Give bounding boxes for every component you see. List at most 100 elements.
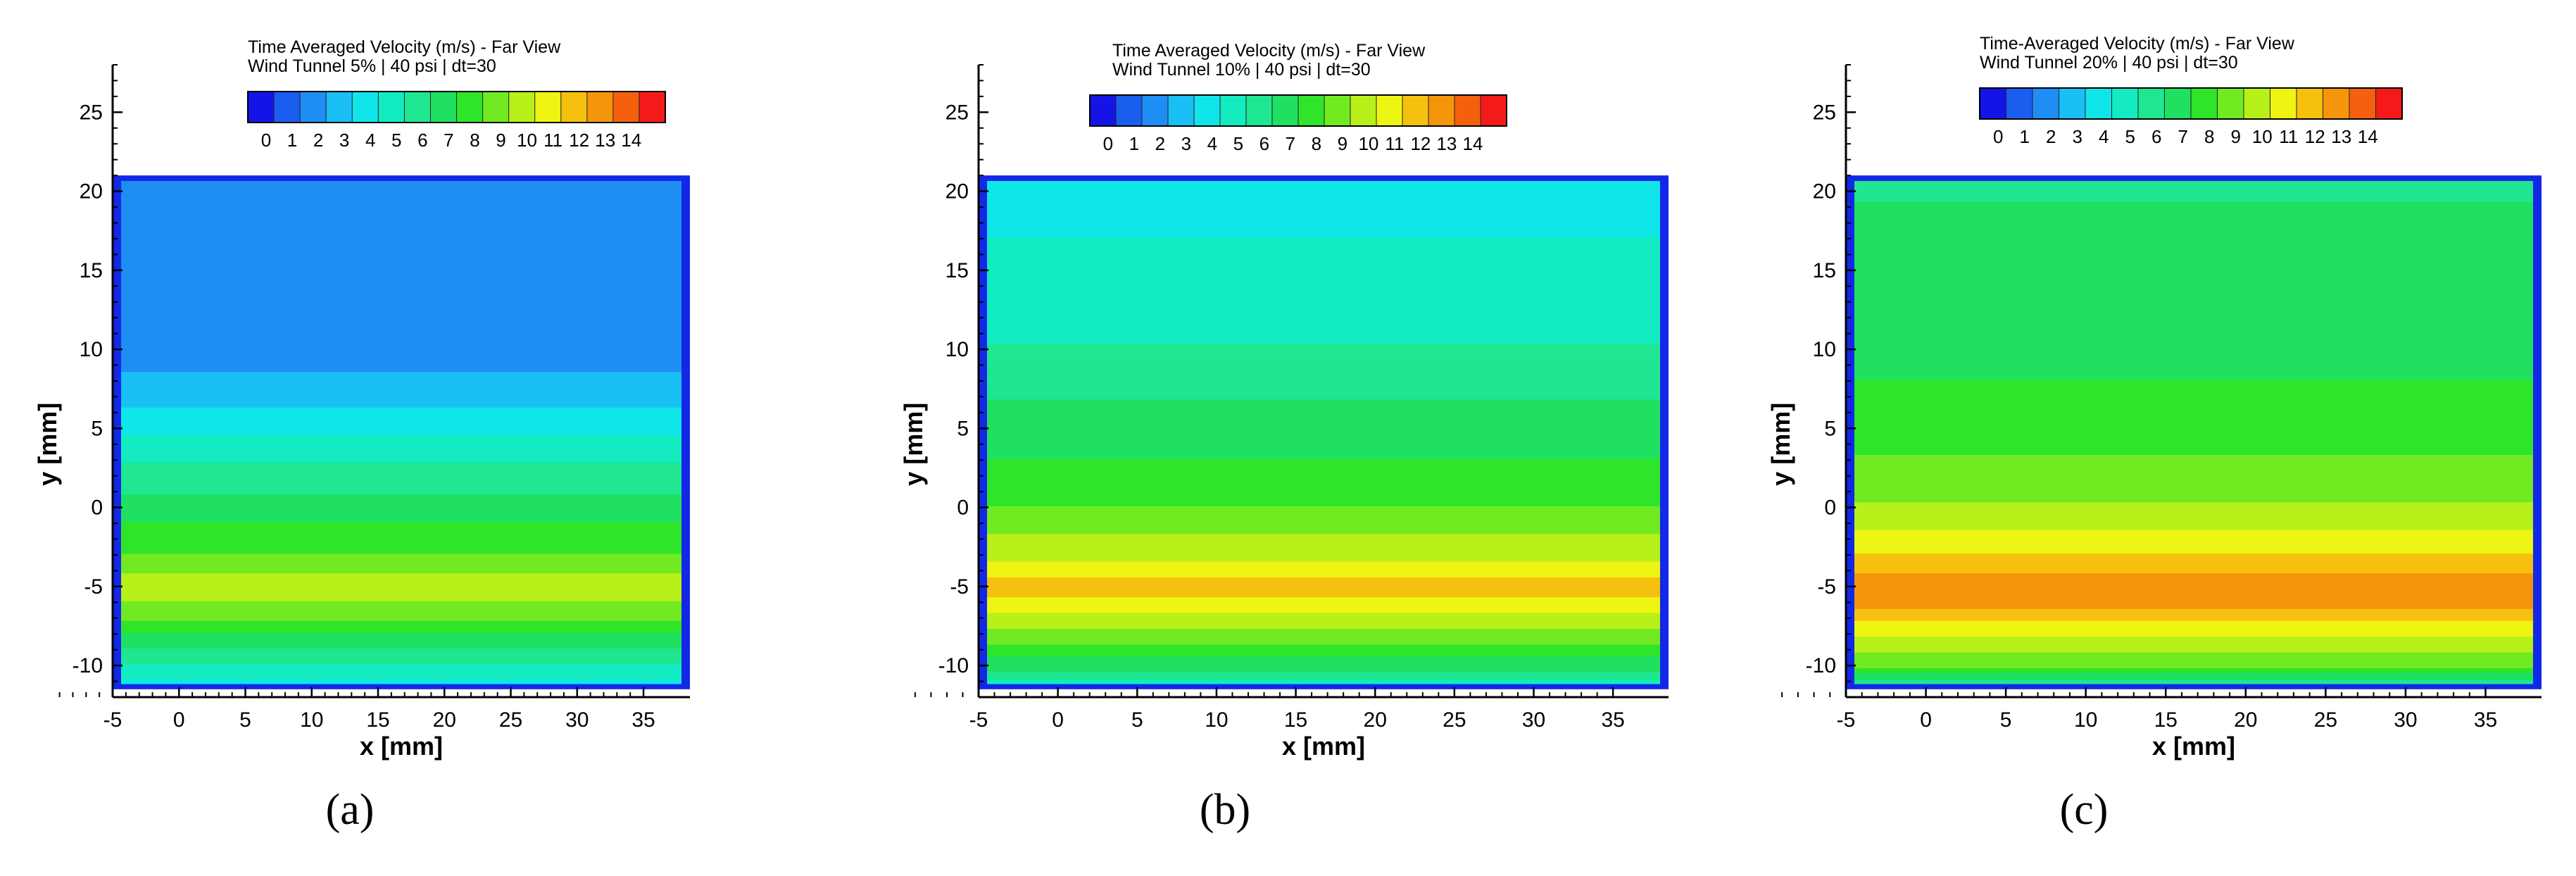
contour-band — [1854, 225, 2533, 230]
contour-band — [1854, 577, 2533, 582]
y-tick-label: 20 — [945, 180, 969, 204]
y-tick-label: 0 — [1824, 496, 1836, 520]
contour-band — [987, 668, 1660, 672]
colorbar-tick-label: 7 — [444, 130, 453, 151]
contour-band — [987, 509, 1660, 515]
contour-band — [987, 213, 1660, 218]
contour-band — [987, 371, 1660, 376]
colorbar-tick-label: 4 — [2099, 126, 2109, 147]
contour-band — [987, 628, 1660, 633]
contour-band — [1854, 482, 2533, 487]
contour-band — [987, 205, 1660, 211]
contour-band — [1854, 561, 2533, 566]
y-tick-label: 5 — [91, 417, 103, 440]
contour-band — [1854, 273, 2533, 277]
colorbar-tick-label: 9 — [496, 130, 505, 151]
contour-band — [987, 518, 1660, 523]
contour-band — [987, 442, 1660, 447]
contour-band — [121, 660, 681, 665]
x-tick-label: 20 — [1364, 708, 1387, 732]
contour-band — [987, 375, 1660, 380]
contour-band — [1854, 636, 2533, 641]
colorbar-swatch — [1245, 94, 1273, 127]
y-tick-label: 15 — [1813, 259, 1836, 282]
contour-band — [987, 182, 1660, 187]
contour-band — [987, 584, 1660, 589]
y-tick-label: 15 — [80, 259, 103, 282]
colorbar-swatch — [1376, 94, 1403, 127]
contour-band — [987, 486, 1660, 491]
x-tick-label: 10 — [2074, 708, 2097, 732]
contour-band — [987, 209, 1660, 214]
contour-band — [987, 474, 1660, 479]
colorbar-swatch — [534, 91, 562, 123]
x-tick-label: 0 — [173, 708, 185, 732]
contour-band — [987, 672, 1660, 677]
colorbar-swatch — [2085, 87, 2113, 120]
contour-band — [1854, 383, 2533, 388]
contour-band — [1854, 327, 2533, 333]
x-tick-label: 5 — [239, 708, 251, 732]
y-axis-label: y [mm] — [33, 403, 62, 486]
y-tick-label: 10 — [80, 338, 103, 361]
contour-band — [121, 616, 681, 621]
colorbar-swatch — [377, 91, 406, 123]
y-tick-label: 20 — [80, 180, 103, 204]
contour-band — [1854, 434, 2533, 439]
contour-band — [121, 489, 681, 495]
x-tick-label: 20 — [2234, 708, 2257, 732]
colorbar-tick-label: 10 — [517, 130, 537, 151]
contour-band — [121, 253, 681, 258]
contour-band — [1854, 675, 2533, 680]
contour-band — [1854, 525, 2533, 530]
contour-band — [121, 268, 681, 273]
contour-band — [987, 387, 1660, 392]
contour-band — [1854, 509, 2533, 515]
colorbar-swatch — [1324, 94, 1351, 127]
contour-band — [987, 545, 1660, 550]
contour-band — [1854, 344, 2533, 349]
contour-band — [1854, 466, 2533, 471]
colorbar-tick-label: 13 — [1436, 133, 1457, 154]
contour-band — [121, 474, 681, 479]
contour-band — [121, 332, 681, 337]
contour-band — [121, 209, 681, 214]
contour-band — [987, 569, 1660, 574]
contour-band — [121, 675, 681, 680]
contour-band — [121, 434, 681, 439]
colorbar-swatch — [2164, 87, 2192, 120]
colorbar-tick-label: 6 — [417, 130, 427, 151]
contour-band — [987, 332, 1660, 337]
contour-band — [121, 356, 681, 361]
contour-band — [987, 656, 1660, 661]
colorbar-tick-label: 13 — [595, 130, 615, 151]
contour-band — [1854, 415, 2533, 420]
contour-band — [121, 292, 681, 297]
contour-band — [121, 592, 681, 598]
contour-band — [987, 347, 1660, 353]
colorbar-swatch — [482, 91, 510, 123]
x-tick-label: 10 — [1205, 708, 1228, 732]
y-axis-label: y [mm] — [899, 403, 928, 486]
colorbar-swatch — [1167, 94, 1195, 127]
contour-band — [1854, 423, 2533, 427]
contour-band — [987, 324, 1660, 329]
contour-band — [121, 545, 681, 550]
contour-band — [121, 217, 681, 222]
contour-band — [987, 284, 1660, 289]
colorbar-tick-label: 7 — [1286, 133, 1295, 154]
contour-band — [1854, 193, 2533, 199]
contour-band — [1854, 427, 2533, 432]
contour-band — [1854, 616, 2533, 621]
contour-band — [1854, 549, 2533, 554]
contour-band — [1854, 462, 2533, 467]
contour-band — [121, 244, 681, 250]
contour-band — [987, 395, 1660, 400]
colorbar-tick-label: 5 — [391, 130, 401, 151]
contour-band — [987, 675, 1660, 680]
colorbar-swatch — [2190, 87, 2218, 120]
y-tick-label: 25 — [80, 101, 103, 124]
contour-band — [987, 249, 1660, 254]
contour-band — [121, 601, 681, 606]
colorbar-tick-label: 2 — [1155, 133, 1165, 154]
